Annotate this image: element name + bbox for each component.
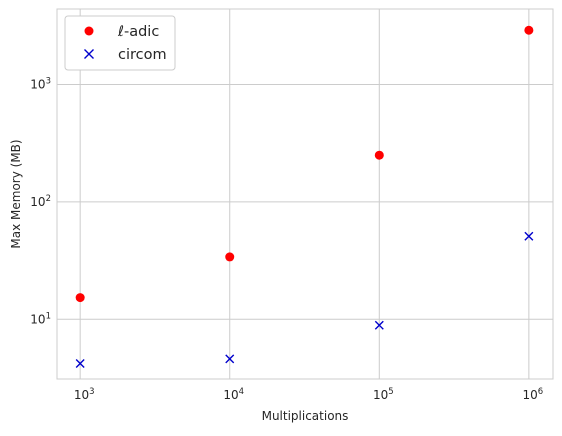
x-tick-label-2: 105: [373, 387, 394, 402]
y-tick-label-0: 101: [30, 311, 51, 326]
tick-labels: 103 104 105 106 101 102 103: [30, 77, 543, 402]
plot-area: [56, 8, 554, 380]
data-marks: [75, 25, 534, 369]
y-axis-label: Max Memory (MB): [9, 139, 23, 248]
point-ladic-2: [374, 150, 384, 160]
point-circom-1: [225, 354, 235, 364]
x-axis-label: Multiplications: [262, 409, 349, 423]
point-ladic-1: [225, 252, 235, 262]
grid: [57, 9, 553, 379]
legend-marker-ladic: [84, 26, 94, 36]
point-ladic-0: [75, 293, 85, 303]
x-tick-label-0: 103: [74, 387, 95, 402]
point-circom-0: [75, 359, 85, 369]
point-ladic-3: [524, 25, 534, 35]
point-circom-3: [524, 231, 534, 241]
legend: ℓ-adic circom: [64, 15, 176, 71]
legend-entry-circom: circom: [84, 47, 167, 63]
legend-label-circom: circom: [118, 47, 167, 63]
x-tick-label-1: 104: [223, 387, 244, 402]
x-tick-label-3: 106: [523, 387, 544, 402]
legend-marker-circom: [84, 49, 94, 59]
point-circom-2: [374, 320, 384, 330]
legend-entry-ladic: ℓ-adic: [84, 24, 159, 40]
y-tick-label-2: 103: [30, 77, 51, 92]
y-tick-label-1: 102: [30, 194, 51, 209]
legend-label-ladic: ℓ-adic: [117, 24, 159, 40]
